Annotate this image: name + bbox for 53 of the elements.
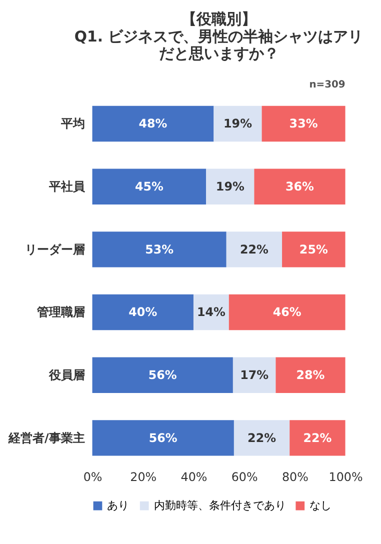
text: 48%: [138, 116, 168, 131]
bar: [92, 168, 206, 204]
x-tick-label: 100%: [328, 470, 363, 484]
x-tick-label: 80%: [282, 470, 308, 484]
bar: [92, 420, 234, 456]
bar: [92, 106, 214, 142]
text: 19%: [224, 116, 252, 131]
text: 17%: [240, 368, 269, 382]
chart-title: 【役職別】: [181, 10, 256, 28]
text: 22%: [240, 242, 268, 256]
y-tick-label: リーダー層: [24, 242, 85, 256]
x-tick-label: 40%: [180, 470, 208, 484]
text: 22%: [248, 430, 276, 445]
bar: [214, 106, 262, 142]
text: 28%: [296, 368, 325, 382]
x-tick-label: 60%: [231, 470, 258, 484]
bar: [226, 232, 282, 268]
bar: [92, 357, 233, 393]
bar: [228, 294, 346, 330]
bar: [262, 106, 346, 142]
y-tick-label: 平均: [60, 116, 85, 131]
text: 53%: [145, 242, 174, 256]
y-tick-label: 管理職層: [36, 305, 85, 320]
x-tick-label: 20%: [130, 470, 157, 484]
bar: [290, 420, 346, 456]
text: 25%: [299, 242, 328, 256]
text: 33%: [289, 116, 318, 131]
text: 19%: [216, 180, 244, 194]
y-tick-label: 役員層: [48, 368, 85, 382]
bar: [282, 232, 346, 268]
legend-label: あり: [107, 498, 130, 512]
text: 56%: [148, 430, 178, 445]
text: 36%: [286, 180, 314, 194]
bar: [234, 420, 290, 456]
bar: [92, 232, 226, 268]
text: 46%: [272, 305, 302, 320]
bar: [206, 168, 254, 204]
y-tick-label: 経営者/事業主: [7, 430, 85, 445]
bar: [276, 357, 346, 393]
bar: [232, 357, 276, 393]
legend-label: なし: [310, 498, 332, 512]
text: 22%: [303, 430, 332, 445]
chart-subtitle: Q1. ビジネスで、男性の半袖シャツはアリだと思いますか？: [74, 28, 364, 63]
x-tick-label: 0%: [83, 470, 102, 484]
bar: [92, 294, 194, 330]
text: 56%: [148, 368, 177, 382]
text: n=309: [309, 79, 346, 90]
text: 40%: [128, 305, 158, 320]
bar: [254, 168, 346, 204]
text: 45%: [134, 180, 164, 194]
legend-label: 内勤時等、条件付きであり: [154, 498, 286, 512]
y-tick-label: 平社員: [48, 180, 86, 194]
text: 14%: [196, 305, 226, 320]
